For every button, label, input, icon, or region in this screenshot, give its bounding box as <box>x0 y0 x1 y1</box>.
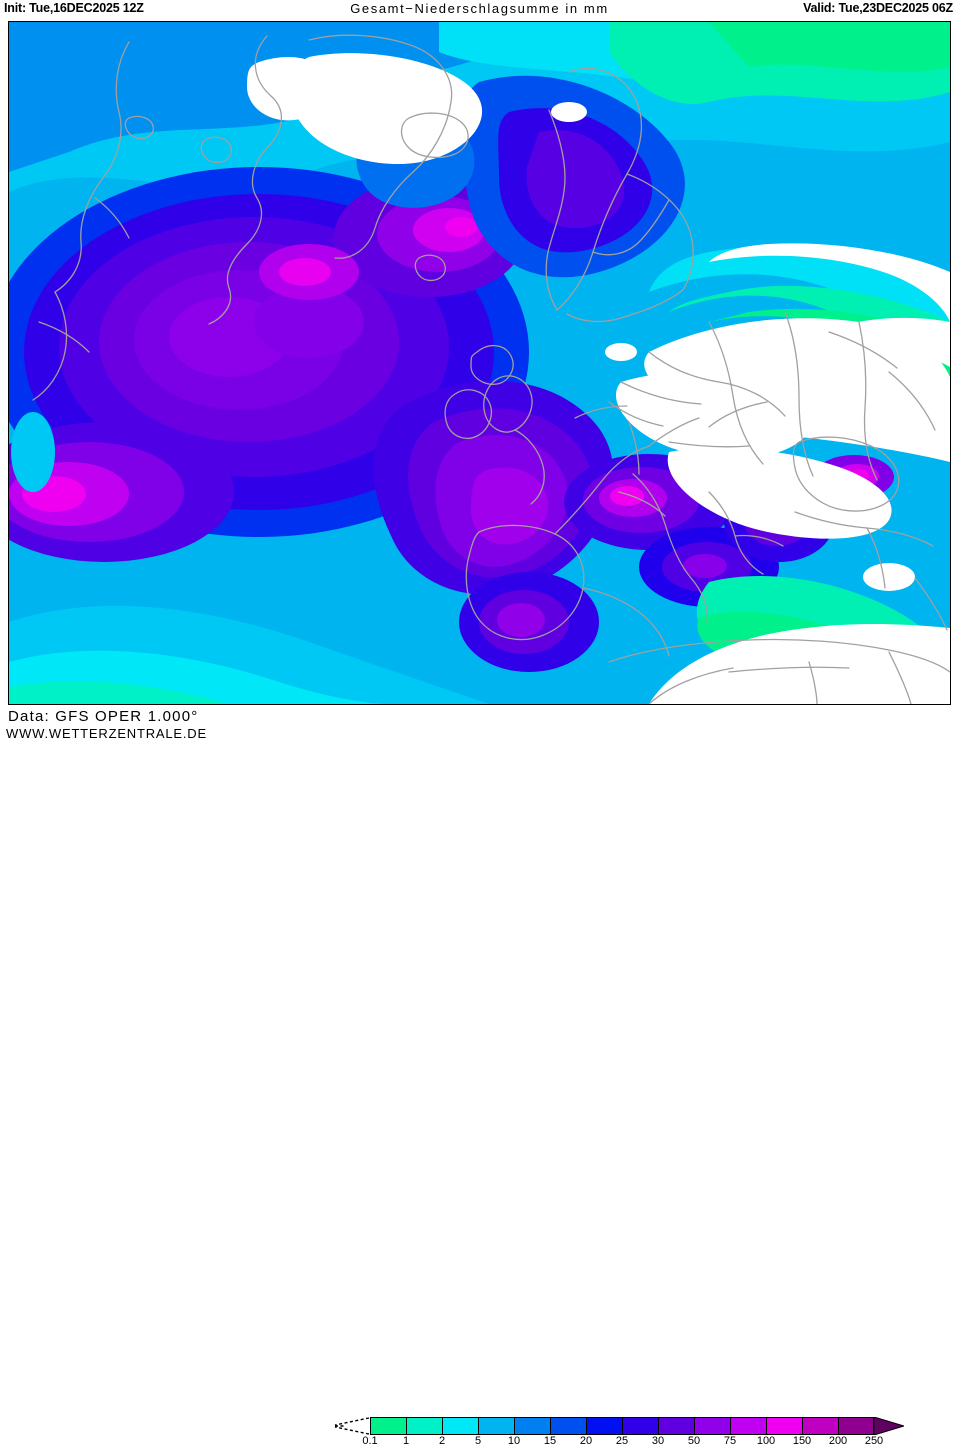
legend-swatch <box>550 1417 586 1435</box>
legend-swatch <box>658 1417 694 1435</box>
legend-color-bar <box>370 1417 874 1435</box>
legend-tick-label: 30 <box>651 1435 665 1447</box>
page-title: Gesamt−Niederschlagsumme in mm <box>350 1 609 16</box>
legend-swatch <box>514 1417 550 1435</box>
above-max-arrow-icon <box>873 1416 906 1436</box>
legend-tick-label: 25 <box>615 1435 629 1447</box>
legend-tick-label: 20 <box>579 1435 593 1447</box>
legend-swatch <box>766 1417 802 1435</box>
legend-tick-label: 2 <box>438 1435 446 1447</box>
legend-tick-label: 100 <box>756 1435 776 1447</box>
website-label: WWW.WETTERZENTRALE.DE <box>6 726 207 741</box>
legend-swatch <box>370 1417 406 1435</box>
legend-tick-label: 15 <box>543 1435 557 1447</box>
map-footer: Data: GFS OPER 1.000° WWW.WETTERZENTRALE… <box>0 706 959 1447</box>
legend-swatch <box>586 1417 622 1435</box>
legend-swatch <box>838 1417 874 1435</box>
legend-tick-label: 75 <box>723 1435 737 1447</box>
valid-time-label: Valid: Tue,23DEC2025 06Z <box>803 1 953 15</box>
legend-tick-label: 150 <box>792 1435 812 1447</box>
map-frame[interactable] <box>8 21 951 705</box>
legend-swatch <box>730 1417 766 1435</box>
legend-swatch <box>442 1417 478 1435</box>
legend-swatch <box>802 1417 838 1435</box>
legend-swatch <box>478 1417 514 1435</box>
precipitation-raster <box>9 22 950 704</box>
legend-tick-label: 200 <box>828 1435 848 1447</box>
legend-tick-label: 0.1 <box>362 1435 378 1447</box>
legend-tick-label: 250 <box>864 1435 884 1447</box>
below-threshold-arrow-icon <box>332 1417 370 1435</box>
legend-swatch <box>694 1417 730 1435</box>
map-header: Init: Tue,16DEC2025 12Z Gesamt−Niedersch… <box>0 0 959 20</box>
data-source-label: Data: GFS OPER 1.000° <box>8 708 199 725</box>
precipitation-legend[interactable]: 0.1 1 2 5 10 15 20 25 30 50 75 100 150 200 250 <box>330 1415 955 1447</box>
init-time-label: Init: Tue,16DEC2025 12Z <box>4 1 144 15</box>
legend-swatch <box>406 1417 442 1435</box>
legend-tick-label: 50 <box>687 1435 701 1447</box>
legend-tick-label: 1 <box>402 1435 410 1447</box>
legend-tick-label: 5 <box>474 1435 482 1447</box>
legend-tick-labels: 0.1 1 2 5 10 15 20 25 30 50 75 100 150 200 250 <box>330 1435 955 1449</box>
legend-swatch <box>622 1417 658 1435</box>
legend-tick-label: 10 <box>507 1435 521 1447</box>
